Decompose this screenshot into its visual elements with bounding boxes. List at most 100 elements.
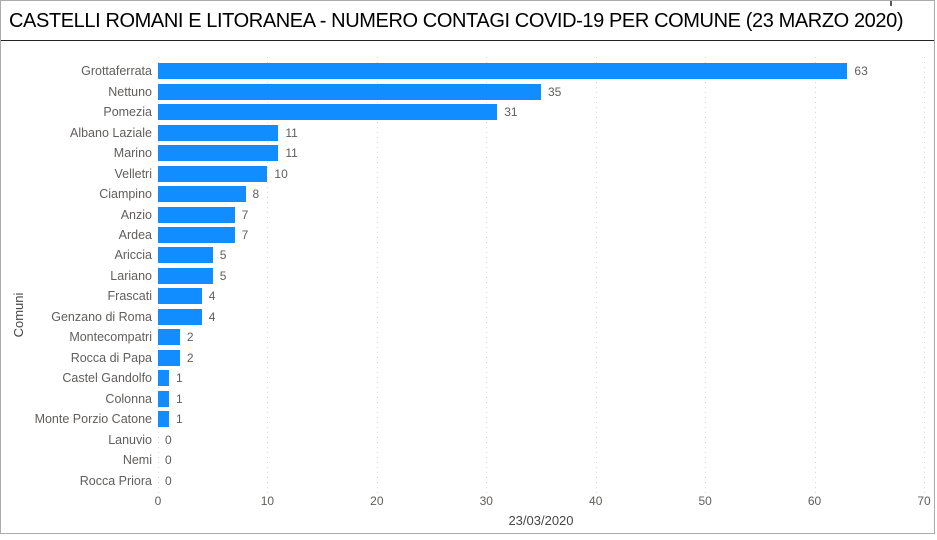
x-tick-label: 60 <box>807 494 822 508</box>
category-label: Grottaferrata <box>81 64 152 79</box>
bar-row: 10 <box>158 163 924 183</box>
value-label: 11 <box>285 146 298 161</box>
bar-row: 4 <box>158 286 924 306</box>
bar-row: 35 <box>158 81 924 101</box>
category-label: Ciampino <box>99 187 152 202</box>
plot-area: 63 35 31 11 11 10 8 7 7 5 5 4 4 2 2 1 1 1 0 0 0 <box>158 57 925 495</box>
category-label: Lariano <box>110 268 152 283</box>
bar[interactable] <box>158 288 202 305</box>
bar[interactable] <box>158 267 213 284</box>
bar-row: 5 <box>158 266 924 286</box>
value-label: 2 <box>186 350 194 365</box>
category-label: Colonna <box>105 391 152 406</box>
category-label: Anzio <box>120 207 152 222</box>
bar[interactable] <box>158 206 235 223</box>
bar-row: 1 <box>158 389 924 409</box>
value-label: 5 <box>219 268 227 283</box>
category-label: Genzano di Roma <box>51 309 152 324</box>
chart-title: CASTELLI ROMANI E LITORANEA - NUMERO CON… <box>1 1 934 41</box>
bar-row: 1 <box>158 368 924 388</box>
value-label: 0 <box>165 473 172 488</box>
bar-row: 8 <box>158 184 924 204</box>
category-label: Lanuvio <box>108 432 152 447</box>
value-label: 8 <box>252 187 260 202</box>
value-label: 10 <box>274 166 288 181</box>
category-label: Rocca Priora <box>79 473 152 488</box>
bar-chart: Comuni Grottaferrata Nettuno Pomezia Albano… <box>1 42 934 533</box>
category-label: Nettuno <box>108 84 152 99</box>
bar-row: 2 <box>158 327 924 347</box>
bar[interactable] <box>158 145 279 162</box>
value-label: 0 <box>165 432 172 447</box>
value-label: 63 <box>854 64 868 79</box>
bar-row: 31 <box>158 102 924 122</box>
bar-row: 63 <box>158 61 924 81</box>
category-label: Pomezia <box>103 105 152 120</box>
value-label: 5 <box>219 248 227 263</box>
value-label: 0 <box>165 453 172 468</box>
category-label: Ardea <box>118 227 152 242</box>
value-label: 2 <box>186 330 194 345</box>
window-edge-fragment-icon <box>890 1 892 6</box>
bar[interactable] <box>158 247 213 264</box>
bar-row: 0 <box>158 429 924 449</box>
plot-rows: 63 35 31 11 11 10 8 7 7 5 5 4 4 2 2 1 1 1 0 0 0 <box>158 61 924 491</box>
x-tick-label: 10 <box>260 494 275 508</box>
category-label: Frascati <box>107 289 152 304</box>
x-axis-title: 23/03/2020 <box>508 513 574 528</box>
x-axis-ticks: 0 10 20 30 40 50 60 70 <box>154 494 931 510</box>
bar-row: 11 <box>158 122 924 142</box>
gridline <box>486 57 488 495</box>
x-tick-label: 20 <box>370 494 384 508</box>
bar[interactable] <box>158 370 169 387</box>
bar[interactable] <box>158 411 169 428</box>
x-tick-label: 50 <box>698 494 712 508</box>
category-label: Monte Porzio Catone <box>34 412 152 427</box>
x-tick-label: 40 <box>589 494 603 508</box>
bar[interactable] <box>158 165 268 182</box>
gridline <box>814 57 816 495</box>
value-label: 11 <box>285 125 298 140</box>
category-label: Montecompatri <box>69 330 152 345</box>
category-label: Nemi <box>122 453 152 468</box>
bar[interactable] <box>158 186 246 203</box>
bar-row: 11 <box>158 143 924 163</box>
x-tick-label: 70 <box>917 494 931 508</box>
category-label: Albano Laziale <box>69 125 152 140</box>
category-label: Castel Gandolfo <box>62 371 152 386</box>
value-label: 1 <box>175 412 183 427</box>
value-label: 7 <box>241 207 249 222</box>
gridline <box>595 57 597 495</box>
bar[interactable] <box>158 349 180 366</box>
category-label: Ariccia <box>114 248 152 263</box>
value-label: 35 <box>548 84 562 99</box>
category-label: Rocca di Papa <box>70 350 152 365</box>
bar[interactable] <box>158 63 848 80</box>
bar[interactable] <box>158 226 235 243</box>
bar[interactable] <box>158 124 279 141</box>
category-labels: Grottaferrata Nettuno Pomezia Albano Lazial… <box>1 61 152 491</box>
bar-row: 5 <box>158 245 924 265</box>
bar[interactable] <box>158 83 541 100</box>
bar[interactable] <box>158 104 498 121</box>
value-label: 4 <box>208 289 216 304</box>
value-label: 4 <box>208 309 216 324</box>
category-label: Marino <box>113 146 152 161</box>
bar[interactable] <box>158 329 180 346</box>
bar-row: 7 <box>158 225 924 245</box>
bar-row: 2 <box>158 348 924 368</box>
value-label: 1 <box>175 371 183 386</box>
value-label: 31 <box>504 105 518 120</box>
bar-row: 1 <box>158 409 924 429</box>
bar-row: 4 <box>158 307 924 327</box>
gridline <box>376 57 378 495</box>
bar-row: 0 <box>158 470 924 490</box>
x-tick-label: 0 <box>154 494 162 508</box>
bar[interactable] <box>158 308 202 325</box>
gridline <box>267 57 269 495</box>
value-label: 7 <box>241 227 249 242</box>
x-tick-label: 30 <box>479 494 493 508</box>
bar[interactable] <box>158 390 169 407</box>
bar-row: 0 <box>158 450 924 470</box>
